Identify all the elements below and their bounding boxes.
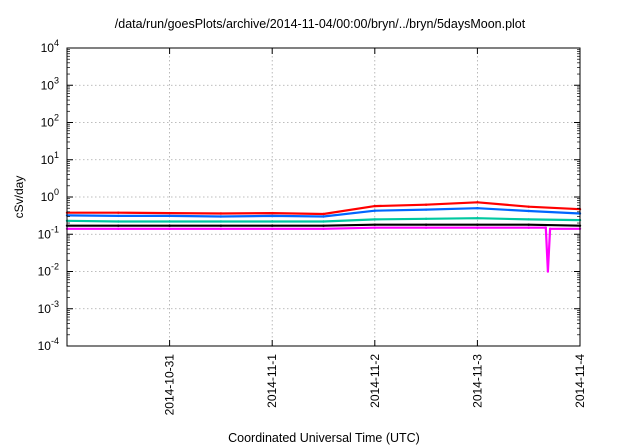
series-1-point bbox=[117, 211, 120, 214]
series-3-point bbox=[168, 220, 171, 223]
series-4-point bbox=[373, 223, 376, 226]
series-5-point bbox=[476, 226, 479, 229]
series-5-point bbox=[322, 227, 325, 230]
y-tick-label: 10-2 bbox=[38, 262, 59, 279]
grid bbox=[67, 48, 581, 346]
y-tick-label: 102 bbox=[41, 113, 59, 130]
y-tick-label: 103 bbox=[41, 75, 59, 92]
series-3-point bbox=[527, 218, 530, 221]
series-3-point bbox=[219, 220, 223, 223]
series-4-point bbox=[168, 224, 171, 227]
series-2-point bbox=[424, 208, 428, 211]
series-3-point bbox=[424, 217, 428, 220]
series-4-point bbox=[476, 223, 479, 226]
series-1-point bbox=[322, 212, 325, 216]
x-tick-label: 2014-11-2 bbox=[368, 354, 382, 408]
y-tick-label: 10-4 bbox=[38, 336, 59, 353]
series-5-point bbox=[527, 226, 530, 229]
series-group bbox=[65, 201, 582, 273]
series-2-point bbox=[322, 215, 325, 218]
x-axis-label: Coordinated Universal Time (UTC) bbox=[228, 431, 420, 445]
x-tick-label: 2014-10-31 bbox=[163, 354, 177, 416]
series-4-point bbox=[117, 224, 120, 227]
series-5-point bbox=[373, 226, 376, 229]
series-4-point bbox=[527, 223, 530, 226]
y-axis-label: cSv/day bbox=[12, 176, 26, 219]
y-tick-label: 10-3 bbox=[38, 299, 59, 316]
series-4-point bbox=[322, 224, 325, 227]
x-tick-label: 2014-11-3 bbox=[470, 354, 484, 408]
series-1-point bbox=[424, 203, 428, 206]
x-tick-label: 2014-11-4 bbox=[573, 354, 587, 408]
series-line-5 bbox=[67, 226, 580, 273]
series-1-point bbox=[527, 205, 530, 208]
x-tick-label: 2014-11-1 bbox=[265, 354, 279, 408]
series-1-point bbox=[373, 204, 376, 208]
series-1-point bbox=[168, 211, 171, 215]
y-tick-label: 100 bbox=[41, 187, 59, 204]
series-4-point bbox=[271, 224, 274, 227]
y-tick-label: 10-1 bbox=[38, 224, 59, 241]
series-5-point bbox=[548, 227, 552, 230]
series-3-point bbox=[117, 220, 120, 223]
series-2-point bbox=[527, 209, 530, 213]
series-1-point bbox=[219, 212, 223, 215]
series-3-point bbox=[476, 217, 479, 220]
series-2-point bbox=[219, 215, 223, 218]
series-2-point bbox=[168, 214, 171, 218]
series-5-point bbox=[168, 227, 171, 230]
series-5-point bbox=[117, 227, 120, 230]
series-5-point bbox=[546, 270, 550, 273]
series-5-point bbox=[271, 227, 274, 230]
series-4-point bbox=[424, 223, 428, 226]
y-ticks: 10-4 10-3 10-2 10-1 100 101 102 103 104 bbox=[38, 38, 580, 353]
series-5-point bbox=[219, 227, 223, 230]
series-5-point bbox=[424, 226, 428, 229]
series-3-point bbox=[271, 220, 274, 223]
series-3-point bbox=[373, 218, 376, 221]
chart-title: /data/run/goesPlots/archive/2014-11-04/0… bbox=[115, 17, 526, 31]
series-1-point bbox=[476, 201, 479, 204]
series-2-point bbox=[117, 214, 120, 218]
x-ticks: 2014-10-31 2014-11-1 2014-11-2 2014-11-3 201… bbox=[163, 48, 587, 415]
series-5-point bbox=[544, 226, 547, 229]
series-1-point bbox=[271, 211, 274, 215]
y-tick-label: 104 bbox=[41, 38, 59, 55]
series-2-point bbox=[373, 209, 376, 212]
series-2-point bbox=[271, 214, 274, 218]
series-2-point bbox=[476, 207, 479, 210]
series-4-point bbox=[219, 224, 223, 227]
series-3-point bbox=[322, 220, 325, 223]
y-tick-label: 101 bbox=[41, 150, 59, 167]
